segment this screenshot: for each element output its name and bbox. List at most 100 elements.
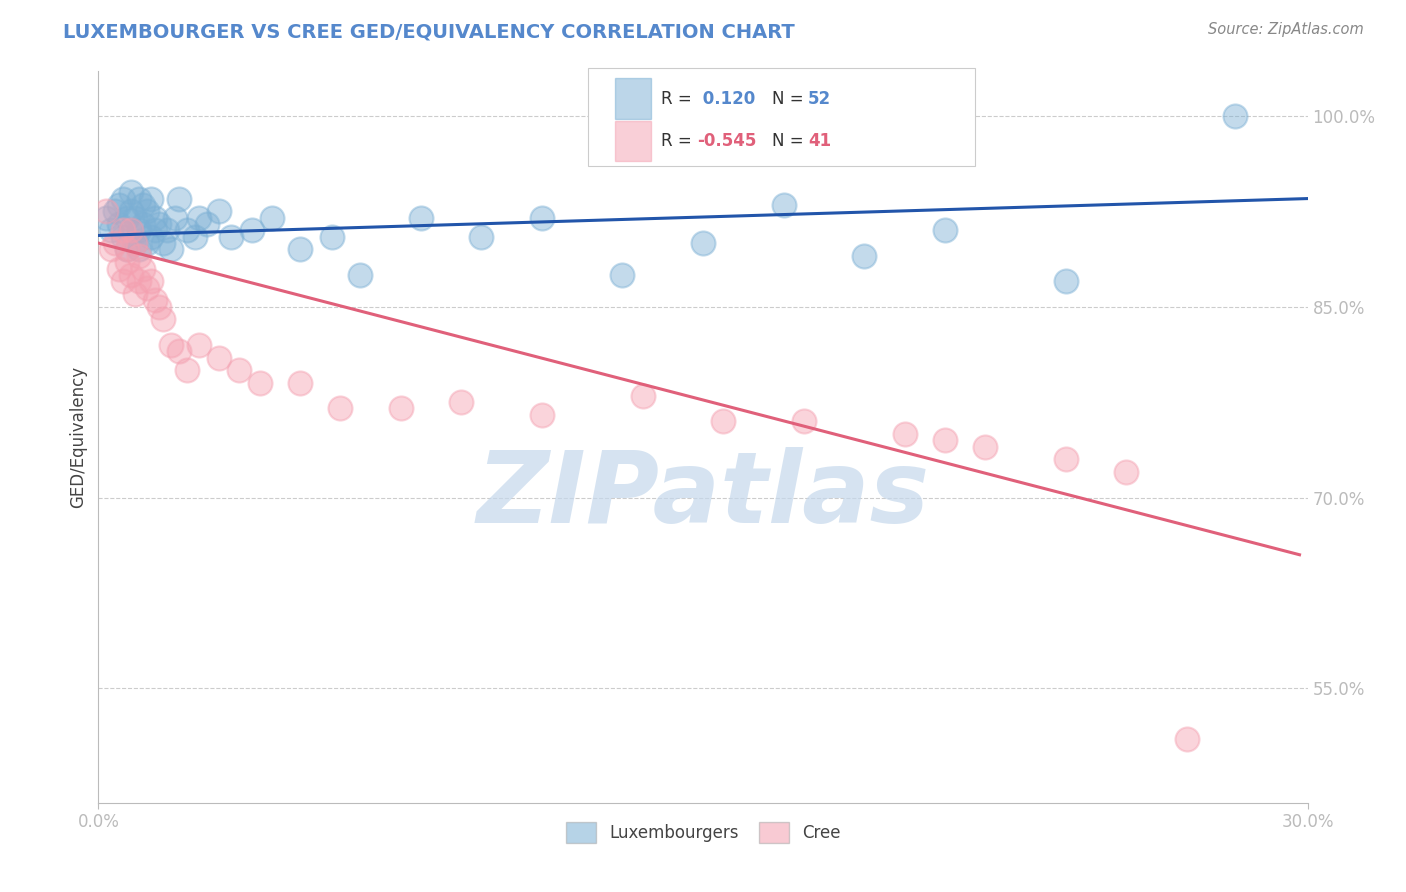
Point xyxy=(934,223,956,237)
Text: R =: R = xyxy=(661,89,697,108)
Text: N =: N = xyxy=(772,132,808,150)
Point xyxy=(152,312,174,326)
Point xyxy=(128,243,150,257)
Point xyxy=(772,198,794,212)
Text: 0.120: 0.120 xyxy=(697,89,755,108)
Point xyxy=(167,344,190,359)
Point xyxy=(195,217,218,231)
Point xyxy=(115,243,138,257)
Point xyxy=(132,261,155,276)
Text: 41: 41 xyxy=(808,132,831,150)
Text: N =: N = xyxy=(772,89,808,108)
Point xyxy=(103,204,125,219)
Point xyxy=(974,440,997,454)
Point xyxy=(530,211,553,225)
Point xyxy=(120,223,142,237)
Point xyxy=(631,389,654,403)
Point xyxy=(124,236,146,251)
Point xyxy=(128,223,150,237)
Point xyxy=(128,249,150,263)
Point xyxy=(132,217,155,231)
Point xyxy=(288,376,311,390)
Point xyxy=(1054,452,1077,467)
Point xyxy=(132,198,155,212)
Point xyxy=(100,223,122,237)
Point xyxy=(120,204,142,219)
Point xyxy=(100,243,122,257)
Point xyxy=(107,198,129,212)
Text: 52: 52 xyxy=(808,89,831,108)
Text: ZIPatlas: ZIPatlas xyxy=(477,447,929,544)
Point xyxy=(148,300,170,314)
Legend: Luxembourgers, Cree: Luxembourgers, Cree xyxy=(560,815,846,849)
Point xyxy=(409,211,432,225)
Point xyxy=(188,211,211,225)
Point xyxy=(470,229,492,244)
Point xyxy=(115,255,138,269)
Point xyxy=(120,268,142,282)
Point xyxy=(135,204,157,219)
Point xyxy=(124,236,146,251)
Point xyxy=(288,243,311,257)
Point xyxy=(143,211,166,225)
Point xyxy=(167,192,190,206)
Point xyxy=(260,211,283,225)
Point xyxy=(240,223,263,237)
Text: R =: R = xyxy=(661,132,697,150)
Point xyxy=(176,363,198,377)
Text: Source: ZipAtlas.com: Source: ZipAtlas.com xyxy=(1208,22,1364,37)
Point xyxy=(111,274,134,288)
Point xyxy=(96,211,118,225)
Point xyxy=(188,338,211,352)
Point xyxy=(148,217,170,231)
Point xyxy=(107,261,129,276)
Point xyxy=(349,268,371,282)
Point xyxy=(152,236,174,251)
Point xyxy=(321,229,343,244)
Point xyxy=(934,434,956,448)
Point xyxy=(139,274,162,288)
Point xyxy=(111,223,134,237)
Point xyxy=(530,408,553,422)
Point xyxy=(1054,274,1077,288)
Point xyxy=(111,192,134,206)
Point xyxy=(160,338,183,352)
FancyBboxPatch shape xyxy=(614,120,651,161)
Point xyxy=(184,229,207,244)
Point xyxy=(176,223,198,237)
Point xyxy=(228,363,250,377)
Text: -0.545: -0.545 xyxy=(697,132,756,150)
Point xyxy=(692,236,714,251)
FancyBboxPatch shape xyxy=(614,78,651,119)
Point xyxy=(135,236,157,251)
Point xyxy=(124,211,146,225)
Point xyxy=(450,395,472,409)
Point xyxy=(612,268,634,282)
Point xyxy=(221,229,243,244)
Text: LUXEMBOURGER VS CREE GED/EQUIVALENCY CORRELATION CHART: LUXEMBOURGER VS CREE GED/EQUIVALENCY COR… xyxy=(63,22,794,41)
Point xyxy=(115,243,138,257)
Point xyxy=(139,229,162,244)
Point xyxy=(208,351,231,365)
Point xyxy=(115,211,138,225)
Point xyxy=(143,223,166,237)
Point xyxy=(120,223,142,237)
Point xyxy=(711,414,734,428)
Point xyxy=(1175,732,1198,747)
Point xyxy=(793,414,815,428)
FancyBboxPatch shape xyxy=(588,68,976,167)
Point xyxy=(893,426,915,441)
Point xyxy=(160,243,183,257)
Point xyxy=(111,229,134,244)
Point xyxy=(139,192,162,206)
Point xyxy=(120,185,142,199)
Point xyxy=(124,287,146,301)
Point xyxy=(853,249,876,263)
Y-axis label: GED/Equivalency: GED/Equivalency xyxy=(69,366,87,508)
Point xyxy=(163,211,186,225)
Point xyxy=(135,280,157,294)
Point xyxy=(1223,109,1246,123)
Point xyxy=(107,217,129,231)
Point xyxy=(128,192,150,206)
Point xyxy=(143,293,166,308)
